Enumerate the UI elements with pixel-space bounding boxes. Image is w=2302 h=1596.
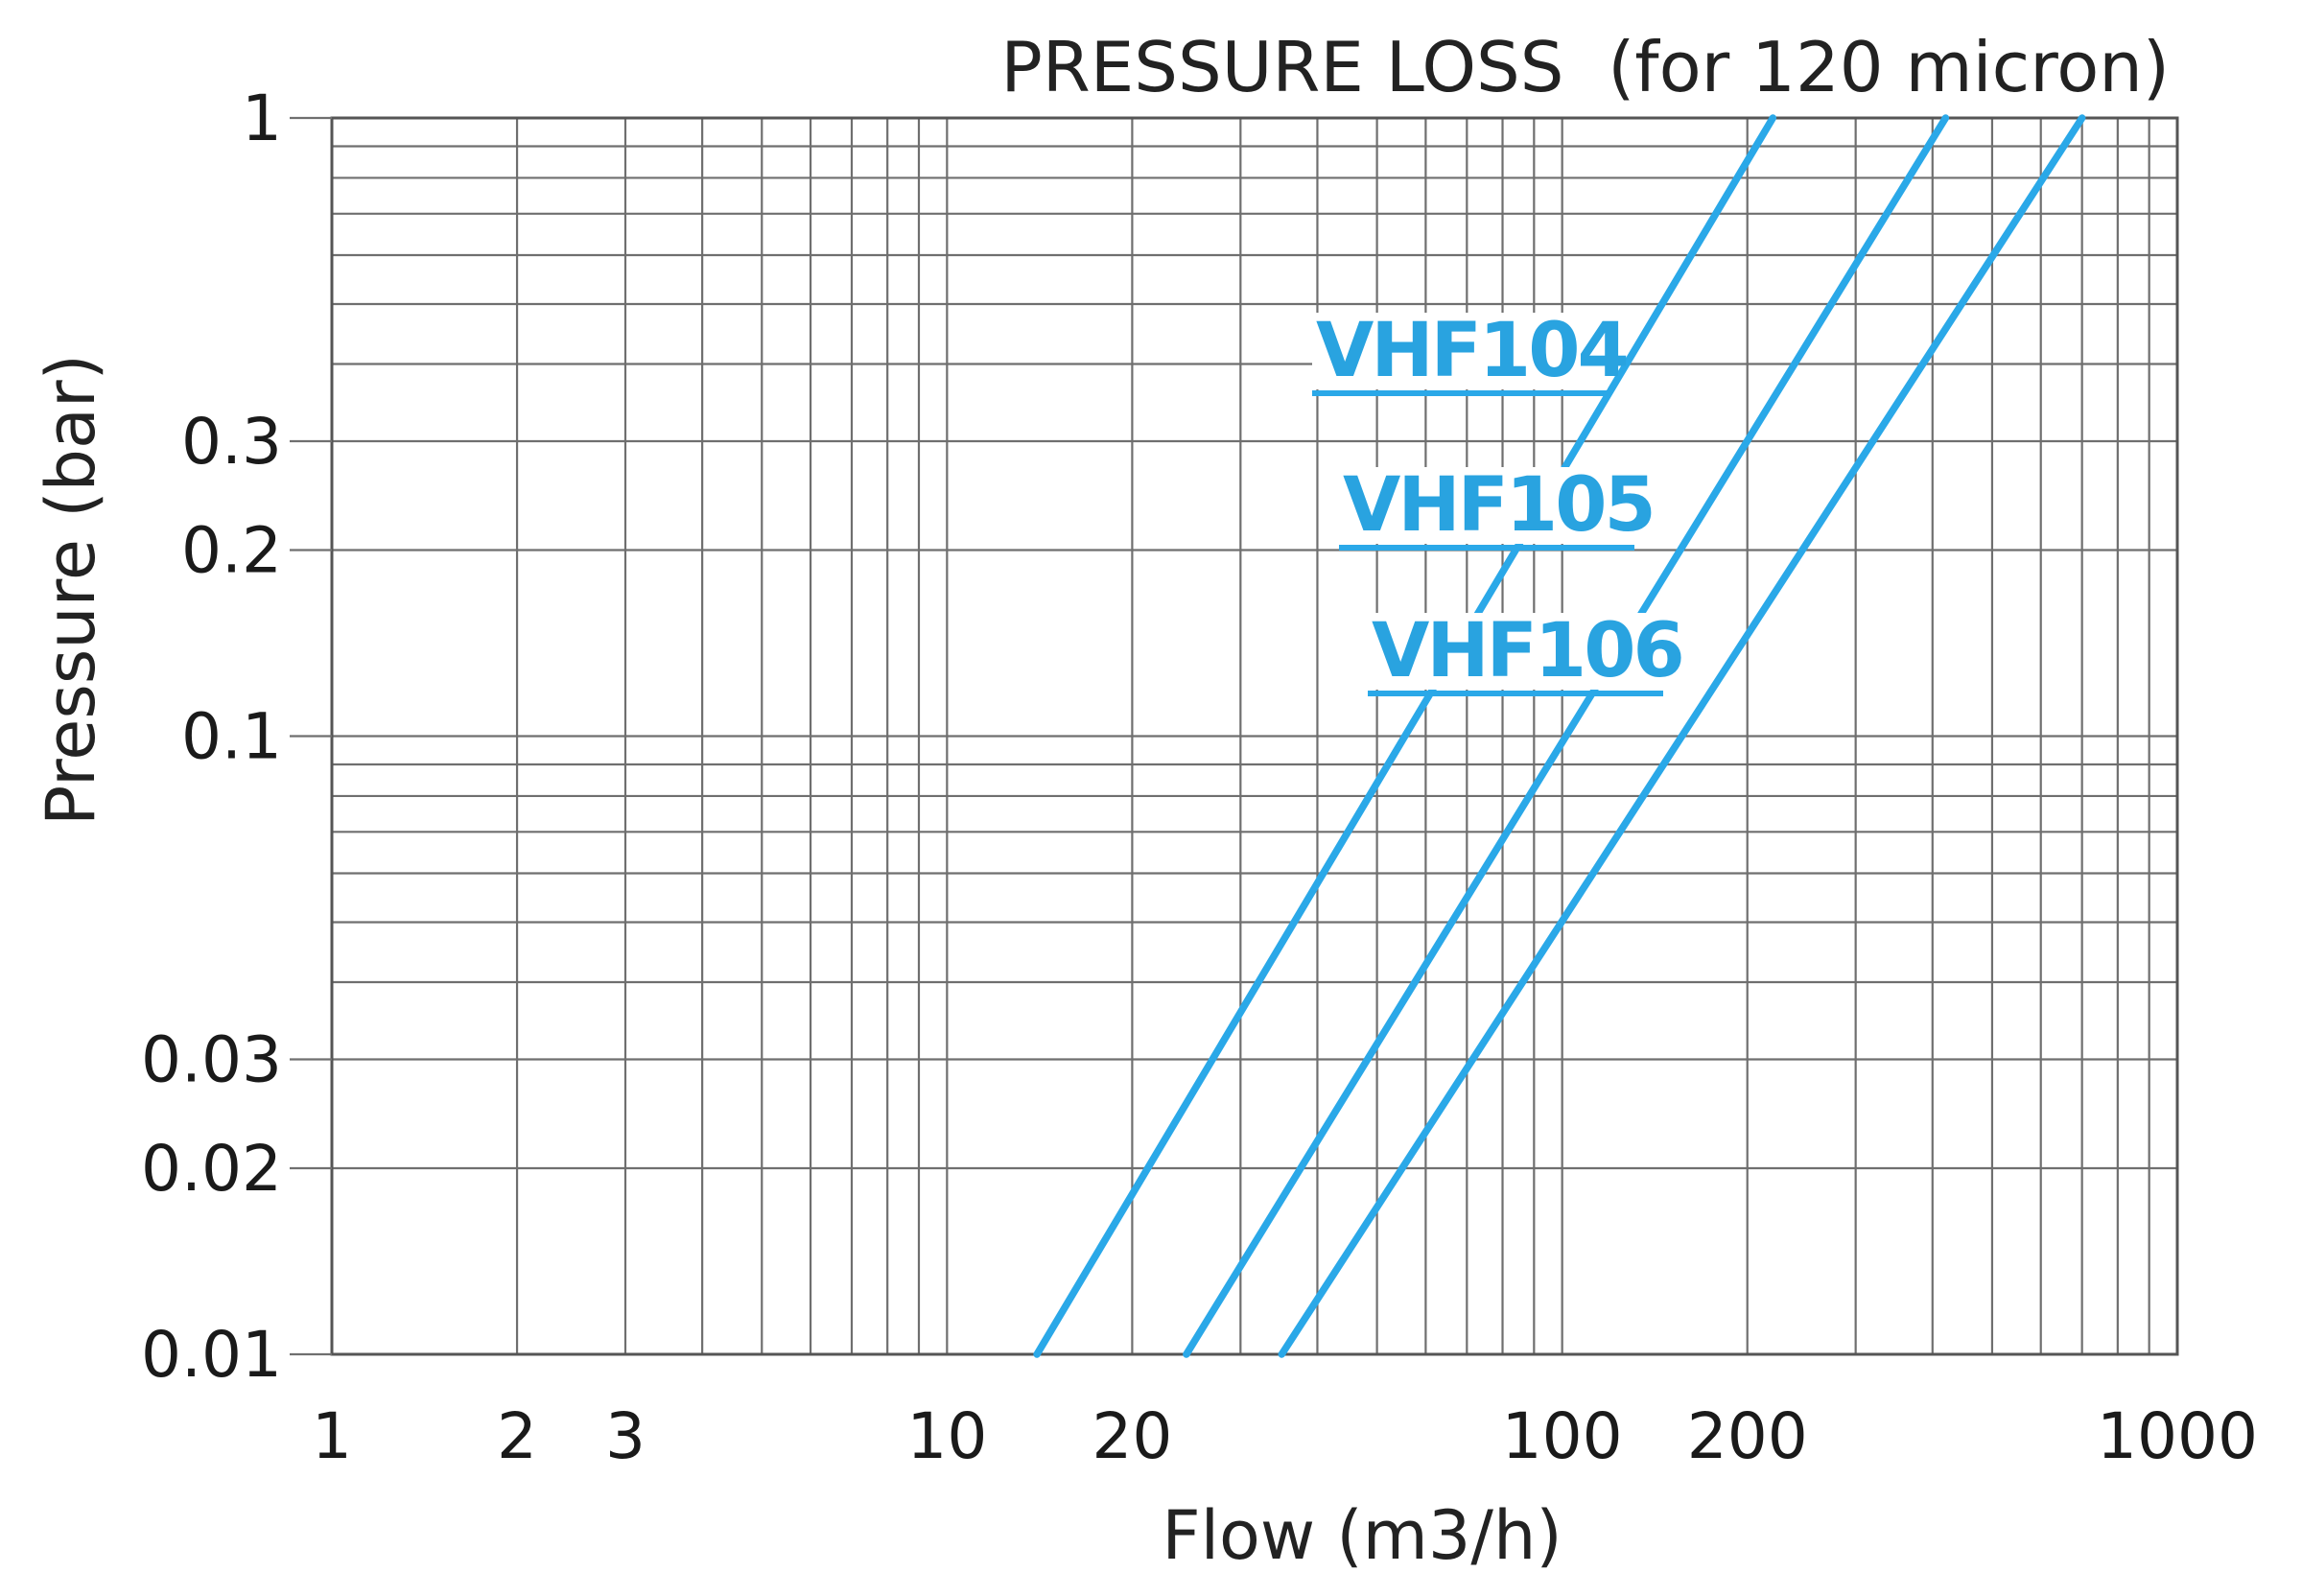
y-tick-label: 0.02 [141,1132,282,1206]
series-line-vhf105 [1183,114,1950,1358]
y-tick-label: 0.01 [141,1318,282,1392]
x-tick-label: 1000 [2097,1399,2258,1473]
y-axis-ticks: 0.01 0.02 0.03 0.1 0.2 0.3 1 [141,82,332,1392]
series-label-backing [1312,313,1608,389]
series-label-vhf105: VHF105 [1343,462,1654,549]
y-tick-label: 0.2 [181,513,282,587]
series-label-backing [1339,467,1634,544]
series-line-vhf104 [1033,114,1777,1358]
x-tick-label: 100 [1502,1399,1623,1473]
y-tick-label: 0.03 [141,1022,282,1096]
x-tick-label: 20 [1092,1399,1172,1473]
y-axis-title: Pressure (bar) [32,354,110,826]
series-label-backing [1368,613,1663,690]
x-tick-label: 10 [906,1399,987,1473]
x-axis-title: Flow (m3/h) [1162,1496,1562,1575]
chart-title: PRESSURE LOSS (for 120 micron) [1000,27,2170,107]
x-tick-label: 2 [497,1399,537,1473]
series-lines [1033,114,2086,1358]
y-tick-label: 0.3 [181,405,282,479]
y-tick-label: 0.1 [181,700,282,774]
x-tick-label: 1 [312,1399,352,1473]
series-line-vhf106 [1278,114,2086,1358]
grid [332,118,2177,1354]
series-label-vhf106: VHF106 [1372,608,1682,694]
x-tick-label: 200 [1687,1399,1808,1473]
series-label-vhf104: VHF104 [1316,308,1627,394]
x-axis-ticks: 1 2 3 10 20 100 200 1000 [312,1399,2258,1473]
x-tick-label: 3 [605,1399,646,1473]
series-labels: VHF104 VHF105 VHF106 [1312,308,1685,696]
y-tick-label: 1 [242,82,282,155]
